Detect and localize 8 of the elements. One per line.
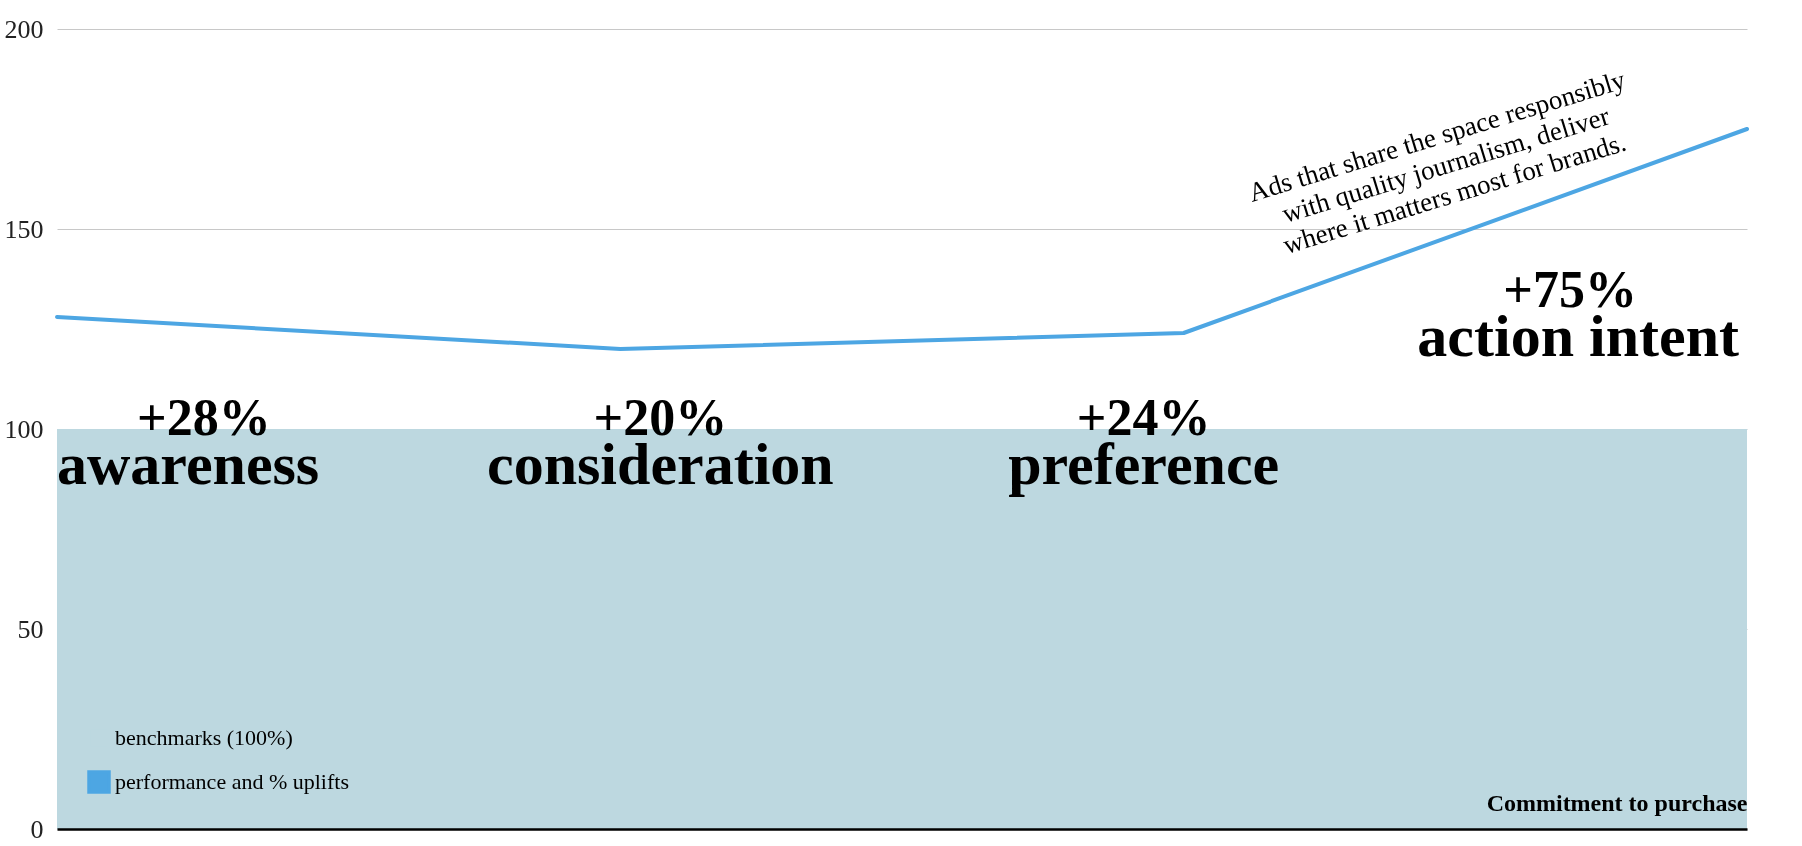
legend-label: performance and % uplifts [115, 769, 349, 794]
y-tick-label: 0 [30, 814, 44, 844]
y-tick-label: 200 [4, 14, 44, 44]
y-tick-label: 100 [4, 414, 44, 444]
x-axis-title: Commitment to purchase [1486, 789, 1748, 816]
series-label: benchmarks (100%) [115, 725, 293, 750]
y-tick-label: 150 [4, 214, 44, 244]
y-tick-label: 50 [17, 614, 44, 644]
